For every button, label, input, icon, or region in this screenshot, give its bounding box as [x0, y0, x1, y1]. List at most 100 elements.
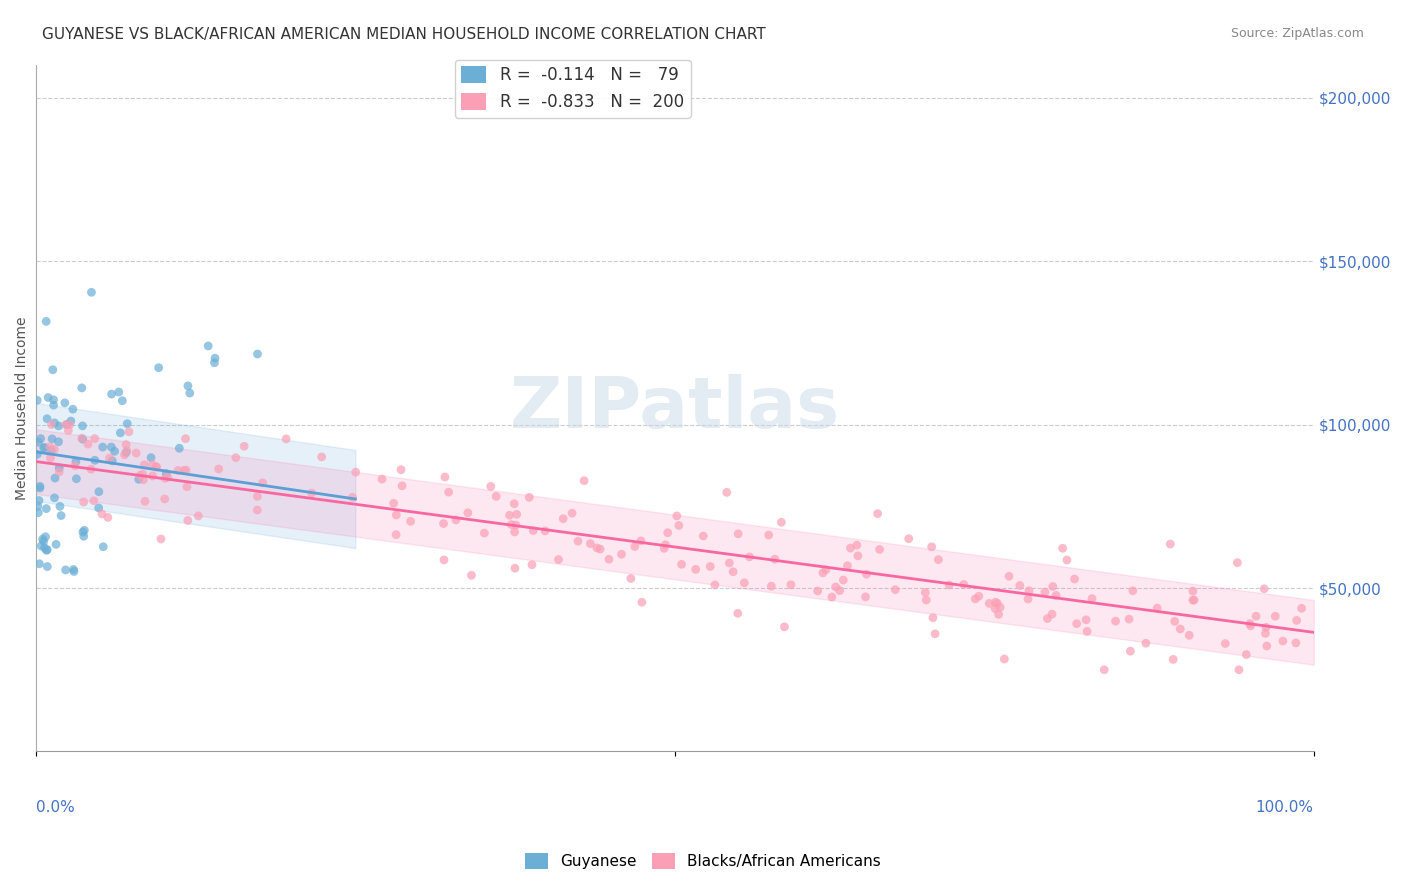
Point: [179, 386, 201, 401]
Point: [727, 526, 749, 541]
Point: [432, 516, 454, 531]
Point: [433, 553, 456, 567]
Point: [28, 481, 51, 495]
Point: [1227, 663, 1250, 677]
Point: [561, 506, 583, 520]
Point: [62, 402, 84, 417]
Point: [176, 480, 198, 494]
Point: [1239, 616, 1261, 631]
Point: [1076, 624, 1098, 639]
Point: [837, 558, 859, 573]
Point: [27, 506, 49, 520]
Point: [952, 577, 974, 591]
Point: [485, 489, 508, 503]
Point: [631, 595, 654, 609]
Point: [83, 432, 105, 446]
Point: [553, 512, 575, 526]
Point: [32, 441, 55, 455]
Point: [246, 347, 269, 361]
Point: [142, 469, 165, 483]
Point: [824, 580, 846, 594]
Point: [28, 493, 51, 508]
Point: [62, 562, 84, 576]
Point: [770, 516, 793, 530]
Point: [125, 446, 148, 460]
Point: [156, 470, 179, 484]
Point: [967, 589, 990, 603]
Point: [938, 578, 960, 592]
Point: [35, 543, 58, 558]
Point: [132, 473, 155, 487]
Point: [780, 577, 803, 591]
Point: [927, 552, 949, 566]
Point: [371, 472, 394, 486]
Point: [115, 443, 138, 458]
Point: [65, 454, 87, 468]
Point: [110, 425, 132, 440]
Text: Source: ZipAtlas.com: Source: ZipAtlas.com: [1230, 27, 1364, 40]
Point: [276, 432, 298, 446]
Point: [517, 491, 540, 505]
Point: [665, 508, 688, 523]
Point: [59, 414, 82, 428]
Point: [839, 541, 862, 555]
Point: [97, 510, 120, 524]
Point: [37, 559, 59, 574]
Point: [45, 537, 67, 551]
Point: [1163, 615, 1185, 629]
Point: [72, 432, 94, 446]
Point: [811, 566, 834, 580]
Point: [98, 451, 121, 466]
Point: [131, 467, 153, 482]
Point: [922, 611, 945, 625]
Point: [56, 417, 79, 432]
Point: [1254, 620, 1277, 634]
Point: [187, 508, 209, 523]
Point: [1052, 541, 1074, 556]
Point: [1045, 588, 1067, 602]
Point: [41, 432, 63, 446]
Point: [204, 356, 226, 370]
Point: [1182, 593, 1205, 607]
Point: [738, 549, 761, 564]
Text: ZIPatlas: ZIPatlas: [510, 374, 839, 442]
Point: [522, 524, 544, 538]
Point: [654, 538, 676, 552]
Point: [1122, 583, 1144, 598]
Point: [1181, 593, 1204, 607]
Text: GUYANESE VS BLACK/AFRICAN AMERICAN MEDIAN HOUSEHOLD INCOME CORRELATION CHART: GUYANESE VS BLACK/AFRICAN AMERICAN MEDIA…: [42, 27, 766, 42]
Point: [652, 541, 675, 556]
Point: [103, 444, 125, 458]
Point: [344, 465, 367, 479]
Point: [48, 461, 70, 475]
Point: [311, 450, 333, 464]
Point: [884, 582, 907, 597]
Point: [25, 393, 48, 408]
Point: [1159, 537, 1181, 551]
Point: [252, 475, 274, 490]
Point: [758, 528, 780, 542]
Point: [53, 396, 76, 410]
Point: [965, 591, 987, 606]
Point: [382, 496, 405, 510]
Point: [845, 538, 868, 552]
Point: [177, 513, 200, 527]
Point: [984, 595, 1007, 609]
Text: 100.0%: 100.0%: [1256, 799, 1313, 814]
Point: [72, 418, 94, 433]
Point: [846, 549, 869, 563]
Point: [986, 596, 1008, 610]
Point: [807, 583, 830, 598]
Point: [39, 443, 62, 458]
Point: [1253, 582, 1275, 596]
Point: [385, 508, 408, 522]
Point: [998, 569, 1021, 583]
Point: [115, 437, 138, 451]
Point: [506, 508, 529, 522]
Point: [35, 411, 58, 425]
Point: [671, 558, 693, 572]
Point: [70, 431, 93, 445]
Point: [145, 460, 167, 475]
Point: [1234, 648, 1257, 662]
Point: [35, 314, 58, 328]
